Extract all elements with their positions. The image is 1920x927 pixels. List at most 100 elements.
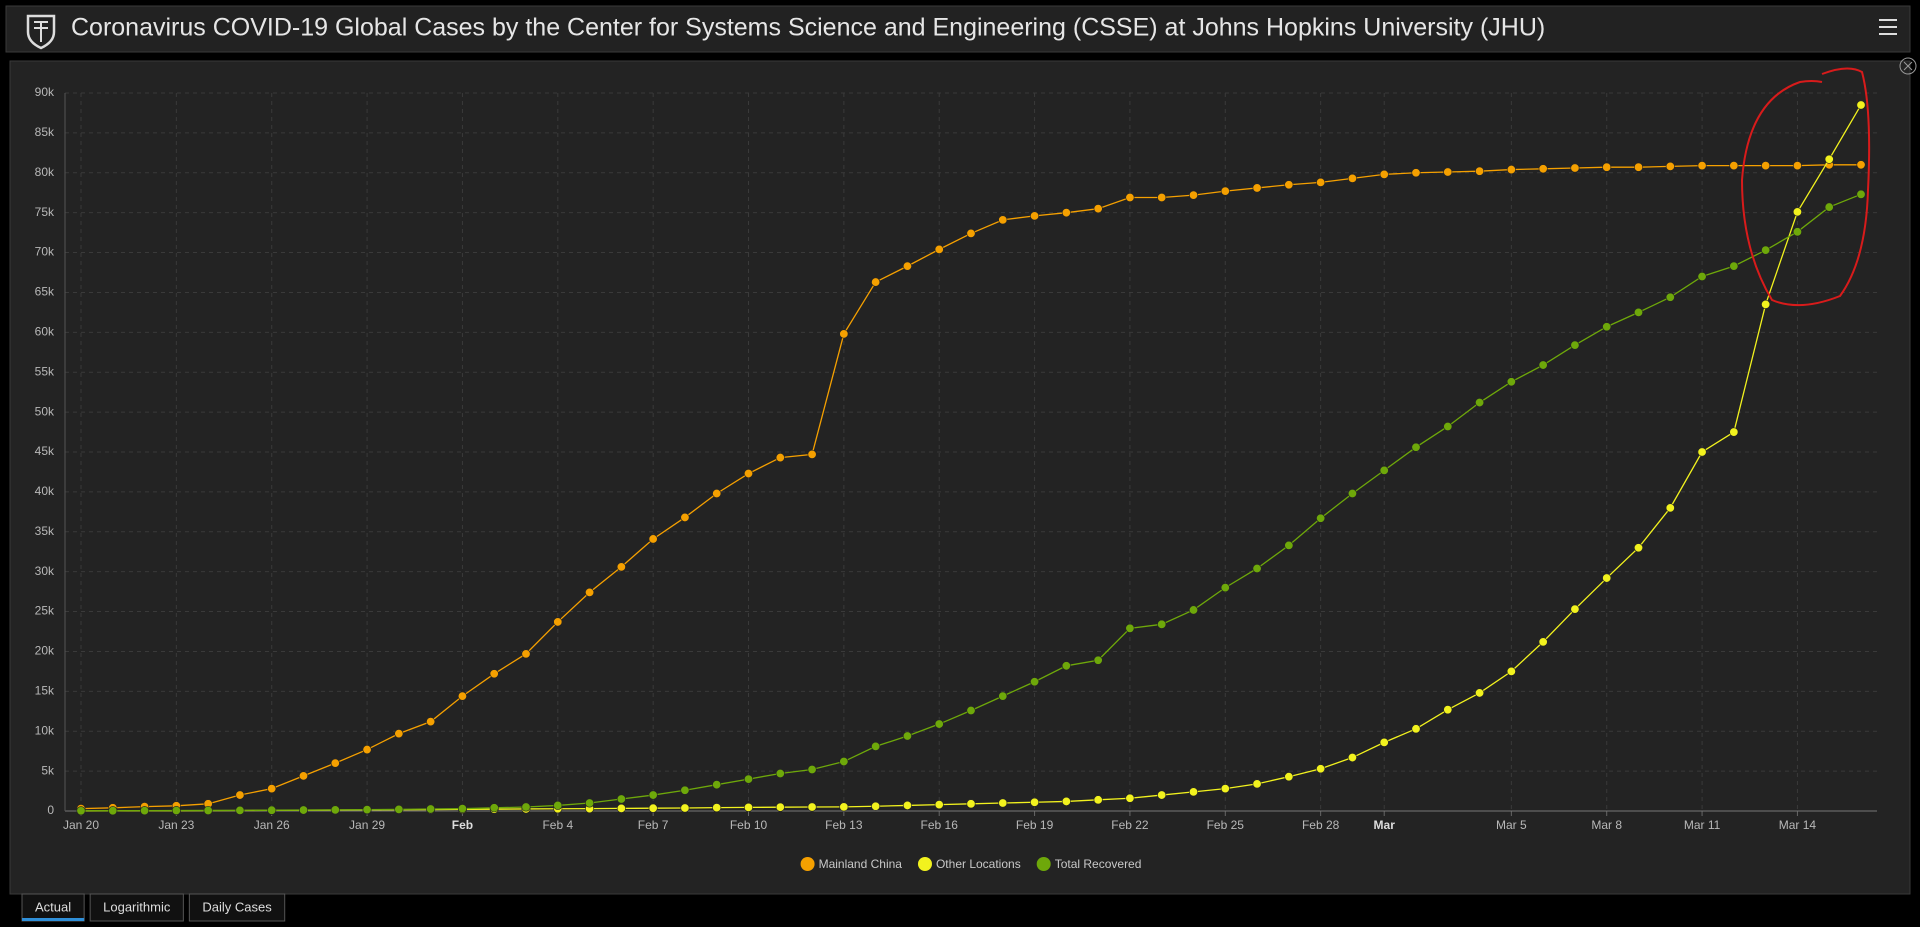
data-point [330, 758, 340, 768]
header-title: Coronavirus COVID-19 Global Cases by the… [71, 14, 1545, 42]
data-point [1252, 183, 1262, 193]
data-point [1602, 322, 1612, 332]
data-point [648, 790, 658, 800]
data-point [902, 800, 912, 810]
tab-label: Actual [35, 899, 71, 914]
data-point [489, 803, 499, 813]
data-point [1379, 169, 1389, 179]
tab[interactable]: Actual [21, 893, 85, 922]
red-annotation [1740, 67, 1871, 307]
data-point [680, 785, 690, 795]
data-point [1602, 162, 1612, 172]
data-point [1220, 186, 1230, 196]
data-point [1697, 271, 1707, 281]
chart-panel [9, 60, 1911, 895]
data-point [712, 803, 722, 813]
data-point [680, 803, 690, 813]
data-point [235, 790, 245, 800]
data-point [298, 771, 308, 781]
data-point [871, 801, 881, 811]
menu-button[interactable] [1879, 19, 1897, 35]
y-tick-label: 30k [35, 564, 55, 578]
y-tick-label: 70k [35, 245, 55, 259]
tab[interactable]: Logarithmic [89, 893, 184, 922]
legend-label: Mainland China [819, 857, 903, 871]
data-point [998, 215, 1008, 225]
x-tick-label: Mar 11 [1684, 818, 1721, 832]
data-point [171, 806, 181, 816]
y-tick-label: 45k [35, 444, 55, 458]
data-point [1125, 193, 1135, 203]
data-point [616, 794, 626, 804]
legend-marker [1036, 857, 1051, 871]
data-point [1729, 427, 1739, 437]
data-point [1220, 583, 1230, 593]
data-point [1157, 193, 1167, 203]
x-tick-label: Mar 5 [1496, 818, 1527, 832]
data-point [426, 804, 436, 814]
data-point [1284, 180, 1294, 190]
legend-marker [800, 857, 815, 871]
data-point [1157, 790, 1167, 800]
data-point [1411, 168, 1421, 178]
data-point [775, 453, 785, 463]
data-point [1220, 784, 1230, 794]
data-point [1570, 163, 1580, 173]
data-point [1411, 442, 1421, 452]
data-point [1093, 795, 1103, 805]
data-point [1665, 161, 1675, 171]
y-tick-label: 25k [35, 604, 55, 618]
data-point [1252, 779, 1262, 789]
data-point [330, 805, 340, 815]
data-point [871, 741, 881, 751]
data-point [966, 799, 976, 809]
data-point [1379, 737, 1389, 747]
data-point [712, 780, 722, 790]
data-point [616, 803, 626, 813]
x-tick-label: Mar 14 [1779, 818, 1817, 832]
data-point [457, 804, 467, 814]
data-point [1316, 764, 1326, 774]
data-point [1856, 189, 1866, 199]
x-tick-label: Feb 7 [638, 818, 669, 832]
data-point [680, 512, 690, 522]
data-point [1189, 605, 1199, 615]
data-point [1697, 161, 1707, 171]
data-point [489, 669, 499, 679]
x-tick-label: Feb [452, 818, 473, 832]
data-point [648, 534, 658, 544]
data-point [1792, 207, 1802, 217]
x-tick-label: Mar 8 [1591, 818, 1622, 832]
data-point [521, 802, 531, 812]
data-point [1093, 655, 1103, 665]
data-point [1729, 261, 1739, 271]
data-point [807, 449, 817, 459]
x-tick-label: Feb 28 [1302, 818, 1340, 832]
data-point [775, 802, 785, 812]
data-point [521, 649, 531, 659]
data-point [426, 717, 436, 727]
data-point [267, 784, 277, 794]
y-tick-label: 90k [35, 85, 55, 99]
data-point [1061, 208, 1071, 218]
data-point [140, 806, 150, 816]
tab[interactable]: Daily Cases [188, 893, 286, 922]
data-point [998, 691, 1008, 701]
data-point [712, 488, 722, 498]
expand-button[interactable] [1899, 57, 1917, 75]
data-point [1443, 167, 1453, 177]
data-point [362, 805, 372, 815]
data-point [1824, 202, 1834, 212]
data-point [1347, 173, 1357, 183]
data-point [1347, 753, 1357, 763]
x-tick-label: Feb 19 [1016, 818, 1054, 832]
plot: 0 5k 10k 15k 20k 25k 30k 35k 40k 45k 50k 55k 60k 65k 7… [35, 85, 1877, 871]
data-point [839, 802, 849, 812]
data-point [1475, 398, 1485, 408]
y-tick-label: 0 [47, 803, 54, 817]
data-point [902, 731, 912, 741]
data-point [934, 800, 944, 810]
data-point [1061, 661, 1071, 671]
x-tick-label: Feb 16 [921, 818, 959, 832]
data-point [1506, 666, 1516, 676]
